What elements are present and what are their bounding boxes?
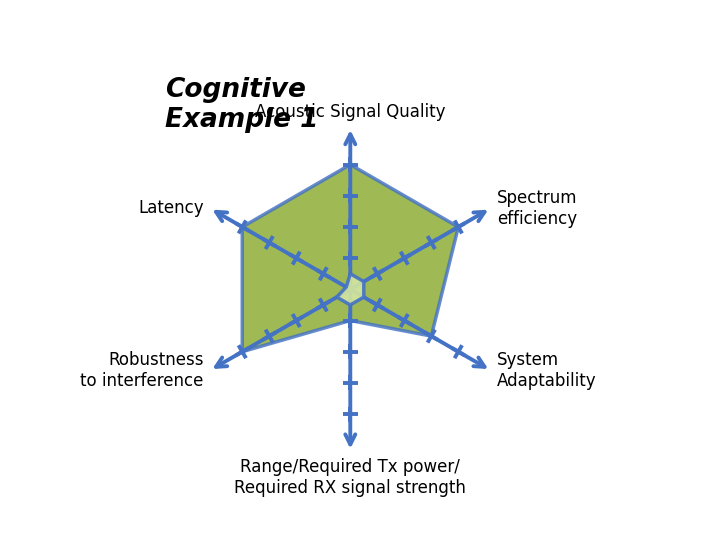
Text: Cognitive
Example 1: Cognitive Example 1 xyxy=(166,77,319,133)
Text: System
Adaptability: System Adaptability xyxy=(497,351,597,390)
Text: Latency: Latency xyxy=(138,199,204,217)
Text: Spectrum
efficiency: Spectrum efficiency xyxy=(497,189,577,228)
Text: Range/Required Tx power/
Required RX signal strength: Range/Required Tx power/ Required RX sig… xyxy=(234,458,467,497)
Polygon shape xyxy=(337,274,364,305)
Polygon shape xyxy=(242,165,459,352)
Text: Robustness
to interference: Robustness to interference xyxy=(80,351,204,390)
Text: Acoustic Signal Quality: Acoustic Signal Quality xyxy=(255,103,446,121)
